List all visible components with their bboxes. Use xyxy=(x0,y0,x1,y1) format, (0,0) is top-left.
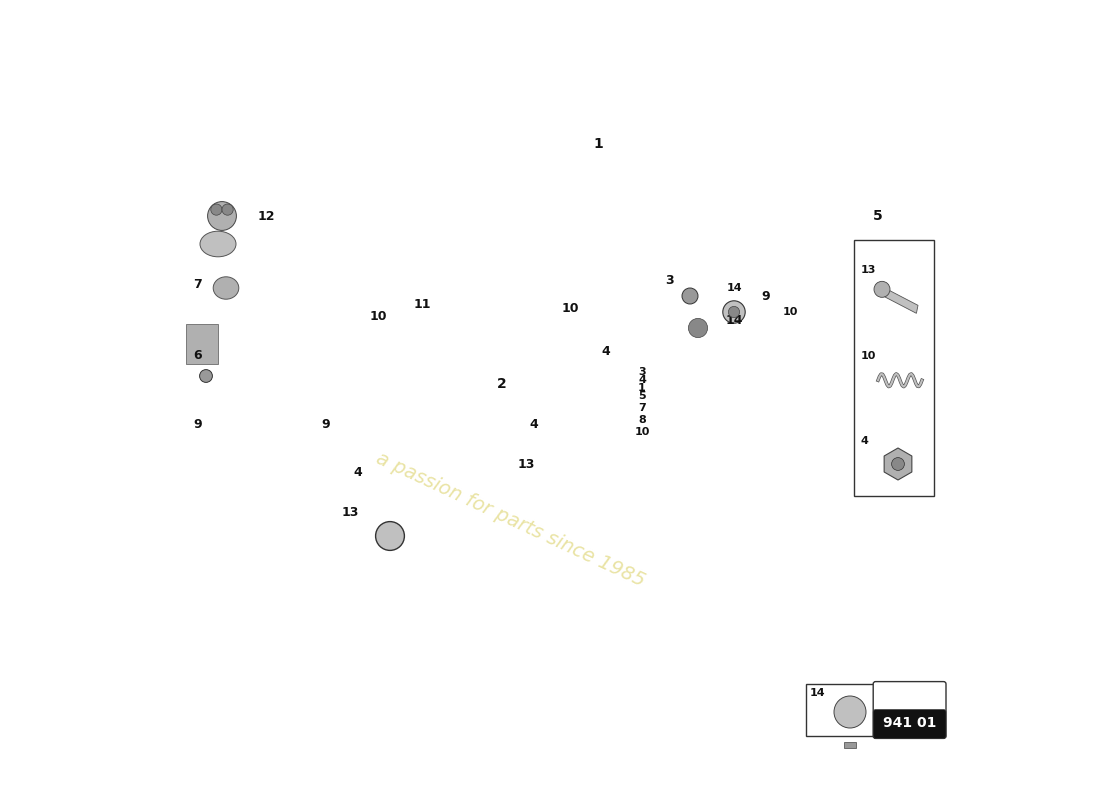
Text: 3: 3 xyxy=(666,274,674,286)
Bar xyxy=(472,418,480,424)
Bar xyxy=(462,434,470,440)
Text: 7: 7 xyxy=(194,278,202,290)
Bar xyxy=(443,434,451,440)
Bar xyxy=(500,394,508,400)
Bar xyxy=(433,394,441,400)
Circle shape xyxy=(222,204,233,215)
Text: 5: 5 xyxy=(873,209,883,223)
Bar xyxy=(443,386,451,392)
Bar xyxy=(424,378,432,384)
Text: 4: 4 xyxy=(860,436,868,446)
Bar xyxy=(500,378,508,384)
Polygon shape xyxy=(884,448,912,480)
Bar xyxy=(433,386,441,392)
Circle shape xyxy=(634,140,674,180)
Polygon shape xyxy=(238,256,670,304)
Polygon shape xyxy=(566,88,838,208)
Polygon shape xyxy=(270,296,654,392)
Text: 1: 1 xyxy=(638,383,646,393)
Bar xyxy=(433,418,441,424)
Text: 14: 14 xyxy=(725,314,742,326)
Bar xyxy=(414,426,422,432)
Bar xyxy=(519,434,528,440)
Text: 10: 10 xyxy=(782,307,797,317)
Bar xyxy=(481,386,490,392)
Bar xyxy=(500,426,508,432)
Bar xyxy=(510,378,518,384)
Ellipse shape xyxy=(213,277,239,299)
Text: autoparts: autoparts xyxy=(666,274,882,366)
Bar xyxy=(414,394,422,400)
Bar xyxy=(519,378,528,384)
Text: 11: 11 xyxy=(414,298,431,310)
Text: 1: 1 xyxy=(593,137,603,151)
Text: 9: 9 xyxy=(761,290,770,302)
Bar xyxy=(500,409,508,416)
Bar xyxy=(510,409,518,416)
Text: 8: 8 xyxy=(638,415,646,425)
Bar xyxy=(443,409,451,416)
Circle shape xyxy=(199,370,212,382)
Circle shape xyxy=(892,458,904,470)
Circle shape xyxy=(706,140,746,180)
Bar xyxy=(462,402,470,408)
Bar xyxy=(462,418,470,424)
Bar xyxy=(481,418,490,424)
Circle shape xyxy=(514,324,554,364)
Text: 9: 9 xyxy=(321,418,330,430)
Circle shape xyxy=(682,288,698,304)
Bar xyxy=(424,426,432,432)
Text: 14: 14 xyxy=(810,688,826,698)
Bar xyxy=(452,394,461,400)
Bar xyxy=(452,426,461,432)
Bar xyxy=(472,386,480,392)
Bar xyxy=(433,434,441,440)
Bar xyxy=(491,386,499,392)
Bar xyxy=(414,418,422,424)
Circle shape xyxy=(211,204,222,215)
Bar xyxy=(462,386,470,392)
Bar xyxy=(424,418,432,424)
Circle shape xyxy=(375,522,405,550)
Bar xyxy=(500,386,508,392)
Circle shape xyxy=(410,324,450,364)
Text: 13: 13 xyxy=(341,506,359,518)
Text: 941 01: 941 01 xyxy=(883,716,936,730)
Circle shape xyxy=(750,136,782,168)
Bar xyxy=(510,386,518,392)
Bar xyxy=(433,378,441,384)
Text: 6: 6 xyxy=(194,350,202,362)
Bar xyxy=(443,402,451,408)
Text: 10: 10 xyxy=(860,350,876,361)
Circle shape xyxy=(834,696,866,728)
Bar xyxy=(510,394,518,400)
FancyBboxPatch shape xyxy=(674,308,722,348)
Bar xyxy=(519,386,528,392)
Bar xyxy=(472,394,480,400)
Bar xyxy=(491,409,499,416)
Circle shape xyxy=(208,202,236,230)
Bar xyxy=(510,426,518,432)
Bar xyxy=(424,394,432,400)
Circle shape xyxy=(874,282,890,298)
Bar xyxy=(433,402,441,408)
Bar xyxy=(462,409,470,416)
Bar xyxy=(481,426,490,432)
Bar xyxy=(452,402,461,408)
Ellipse shape xyxy=(208,274,244,302)
FancyBboxPatch shape xyxy=(186,324,218,364)
Bar xyxy=(491,402,499,408)
Bar xyxy=(481,378,490,384)
Bar xyxy=(472,378,480,384)
Bar xyxy=(452,386,461,392)
Text: 4: 4 xyxy=(602,346,610,358)
Bar xyxy=(519,426,528,432)
Bar xyxy=(443,418,451,424)
Polygon shape xyxy=(534,64,870,224)
Text: 9: 9 xyxy=(194,418,202,430)
Bar xyxy=(443,394,451,400)
Bar xyxy=(481,394,490,400)
